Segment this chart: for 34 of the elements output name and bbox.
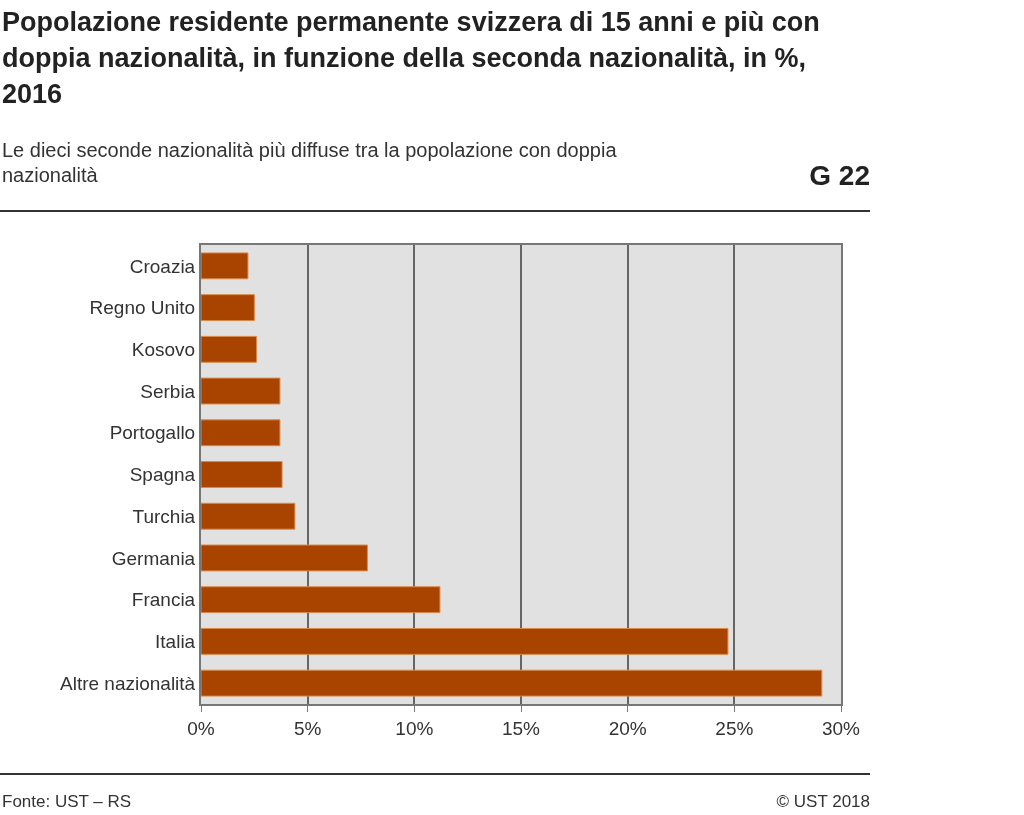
bar — [201, 461, 283, 488]
bar — [201, 252, 249, 280]
y-tick-label: Turchia — [132, 505, 196, 527]
y-tick-label: Germania — [111, 547, 196, 569]
bar — [201, 294, 255, 322]
y-tick-label: Italia — [155, 631, 196, 653]
text: © UST 2018 — [776, 792, 870, 812]
text: G 22 — [809, 160, 870, 192]
y-tick-label: Kosovo — [131, 338, 196, 360]
bar — [201, 586, 441, 614]
bar — [201, 335, 257, 363]
y-tick-label: Francia — [131, 589, 196, 611]
bar — [201, 627, 729, 655]
bar — [201, 544, 368, 572]
y-tick-label: Regno Unito — [89, 297, 196, 319]
chart-subtitle: Le dieci seconde nazionalità più diffuse tra la popolazione con doppia nazionalità — [2, 138, 618, 188]
y-tick-label: Altre nazionalità — [60, 672, 196, 694]
x-tick-label: 20% — [608, 717, 647, 739]
bar — [201, 669, 823, 697]
x-tick-label: 30% — [821, 717, 861, 739]
chart-title: Popolazione residente permanente svizzera di 15 anni e più con doppia nazionalità, in funzione della seconda nazionalità, in %, 2016 — [2, 6, 821, 111]
y-tick-label: Portogallo — [109, 422, 196, 444]
x-tick-label: 5% — [293, 717, 322, 739]
y-tick-label: Serbia — [140, 380, 196, 402]
bar — [201, 377, 281, 405]
x-tick-label: 0% — [187, 717, 215, 739]
x-tick-label: 10% — [395, 717, 434, 739]
source-note: Fonte: UST – RS — [2, 792, 132, 812]
y-tick-label: Spagna — [129, 464, 196, 486]
x-tick-label: 15% — [501, 717, 541, 739]
y-tick-label: Croazia — [129, 255, 196, 277]
bar — [201, 419, 281, 447]
bar — [201, 502, 296, 530]
x-tick-label: 25% — [715, 717, 754, 739]
